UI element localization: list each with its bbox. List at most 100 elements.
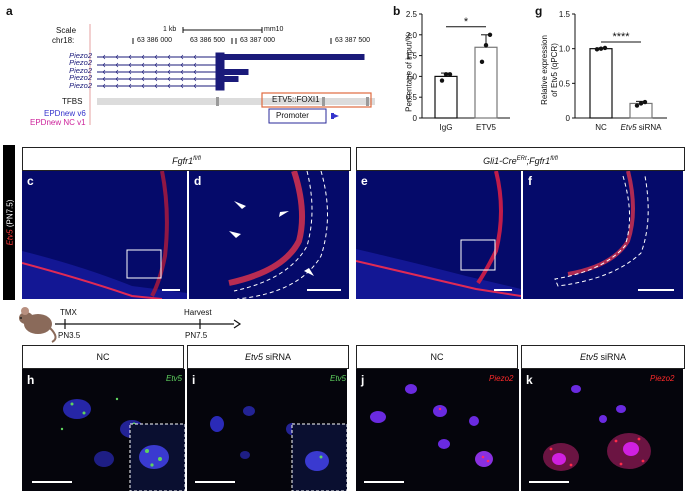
- chart-g-xtick-label: NC: [595, 123, 607, 132]
- chart-g-point: [638, 101, 644, 106]
- header-fgfr1-sup: fl/fl: [193, 156, 201, 162]
- header-fgfr1-text: Fgfr1: [172, 156, 194, 166]
- header-h: NC: [22, 345, 184, 369]
- chart-g-point: [598, 46, 604, 51]
- micrograph-c: [22, 171, 187, 299]
- header-gli1-b: ;Fgfr1: [526, 156, 551, 166]
- chart-b-point: [479, 59, 485, 65]
- scale-label: Scale: [56, 26, 77, 35]
- scalebar-j: [364, 481, 404, 483]
- chart-b-ytick-label: 1.5: [406, 52, 418, 61]
- timeline-svg: [19, 307, 242, 343]
- scalebar-d: [307, 289, 341, 291]
- track-label-4: Piezo2: [69, 73, 92, 83]
- chart-g-point: [642, 99, 648, 105]
- header-k-plain: siRNA: [598, 352, 627, 362]
- promoter-label: Promoter: [276, 111, 309, 120]
- panel-label-a: a: [6, 4, 13, 18]
- header-fgfr1: Fgfr1fl/fl: [22, 147, 351, 171]
- track-label-2: Piezo2: [69, 58, 92, 68]
- scale-kb: 1 kb: [163, 26, 177, 33]
- chart-g-ylabel-1: Relative expression: [540, 35, 549, 105]
- chart-g-point: [594, 47, 600, 52]
- panel-label-j: j: [361, 373, 365, 387]
- header-j: NC: [356, 345, 518, 369]
- timeline-tmx: TMX: [60, 308, 77, 317]
- tfbs-label: TFBS: [62, 97, 83, 106]
- chart-b-bar: [474, 46, 498, 119]
- chart-b-svg: 0 0.5 1.0 1.5 2.0 2.5 IgG ETV5 *: [406, 10, 510, 132]
- micrograph-f-svg: [554, 171, 649, 287]
- timeline-pn35: PN3.5: [58, 331, 81, 340]
- side-label-gene: Etv5: [5, 229, 15, 246]
- micrograph-e-svg: [356, 171, 521, 299]
- micrograph-k: [521, 369, 683, 491]
- panel-label-d: d: [194, 174, 202, 188]
- mouse-icon: [19, 307, 57, 343]
- panel-label-b: b: [393, 4, 401, 18]
- scalebar-k: [529, 481, 569, 483]
- chart-b-point: [443, 72, 449, 77]
- chart-g-bar: [589, 48, 613, 119]
- micrograph-j-svg: [370, 384, 493, 467]
- track-label-5: Piezo2: [69, 80, 92, 90]
- probe-label-i: Etv5: [330, 374, 347, 383]
- chart-g-xtick-label: Etv5 siRNA: [621, 123, 663, 132]
- track-label-1: Piezo2: [69, 51, 92, 60]
- micrograph-d-svg: [228, 171, 328, 299]
- coord-3: 63 387 000: [240, 37, 276, 44]
- side-label-rest: (PN7.5): [5, 199, 15, 230]
- header-k-italic: Etv5: [579, 352, 598, 362]
- epdnew-nc-label: EPDnew NC v1: [30, 118, 86, 127]
- coord-2: 63 386 500: [190, 37, 226, 44]
- panel-label-e: e: [361, 174, 368, 188]
- assembly-label: mm10: [264, 26, 284, 33]
- track-labels: Piezo2 Piezo2 Piezo2 Piezo2 Piezo2: [56, 51, 92, 90]
- timeline-pn75: PN7.5: [185, 331, 208, 340]
- header-i: Etv5 siRNA: [187, 345, 349, 369]
- header-gli1: Gli1-CreERt;Fgfr1fl/fl: [356, 147, 685, 171]
- chart-b-xtick-label: ETV5: [476, 123, 497, 132]
- chart-g-ytick-label: 0.5: [559, 79, 571, 88]
- chart-b-sig-label: *: [464, 16, 469, 28]
- micrograph-f: [523, 171, 683, 299]
- micrograph-c-svg: [22, 171, 187, 299]
- scalebar-i: [195, 481, 235, 483]
- chart-b-ytick-label: 0: [413, 114, 418, 123]
- chart-b-point: [447, 72, 453, 77]
- chart-b-bar: [434, 75, 458, 119]
- scalebar-e: [494, 289, 512, 291]
- header-gli1-b-sup: fl/fl: [550, 156, 558, 162]
- chart-b-point: [439, 78, 445, 83]
- panel-label-f: f: [528, 174, 532, 188]
- coord-1: 63 386 000: [137, 37, 173, 44]
- header-k: Etv5 siRNA: [521, 345, 685, 369]
- row2-side-label: Etv5 (PN7.5): [6, 173, 15, 273]
- micrograph-k-svg: [543, 385, 651, 471]
- chart-b-point: [487, 32, 493, 37]
- micrograph-h-svg: [60, 397, 185, 491]
- chart-g-ytick-label: 1.0: [559, 45, 571, 54]
- chr-label: chr18:: [52, 36, 75, 45]
- panel-label-k: k: [526, 373, 533, 387]
- motif-label: ETV5::FOXI1: [272, 95, 320, 104]
- panel-label-h: h: [27, 373, 35, 387]
- chart-g-ytick-label: 0: [566, 114, 571, 123]
- micrograph-e: [356, 171, 521, 299]
- panel-label-i: i: [192, 373, 196, 387]
- chart-b-ytick-label: 1.0: [406, 72, 418, 81]
- panel-label-g: g: [535, 4, 543, 18]
- coord-4: 63 387 500: [335, 37, 371, 44]
- chart-g-point: [602, 45, 608, 51]
- chart-b-ytick-label: 0.5: [406, 93, 418, 102]
- epdnew-v6-label: EPDnew v6: [44, 109, 86, 118]
- scalebar-h: [32, 481, 72, 483]
- chart-b-xtick-label: IgG: [440, 123, 453, 132]
- chart-b-point: [483, 43, 489, 48]
- header-i-plain: siRNA: [263, 352, 292, 362]
- chart-g-sig-label: ****: [612, 31, 630, 43]
- micrograph-i-svg: [210, 406, 347, 491]
- genome-browser-track-svg: [89, 24, 375, 125]
- chart-b-ytick-label: 2.5: [406, 10, 418, 19]
- micrograph-j: [356, 369, 519, 491]
